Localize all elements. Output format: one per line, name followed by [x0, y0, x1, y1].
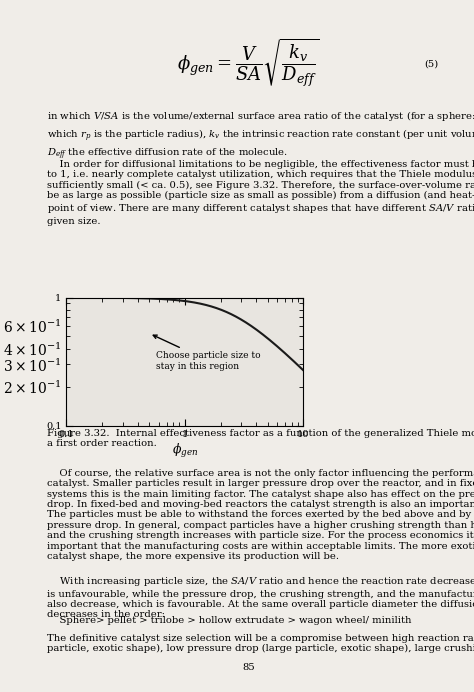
X-axis label: $\phi_{gen}$: $\phi_{gen}$ — [172, 442, 198, 460]
Text: Sphere> pellet > trilobe > hollow extrudate > wagon wheel/ minilith: Sphere> pellet > trilobe > hollow extrud… — [47, 617, 412, 626]
Text: The definitive catalyst size selection will be a compromise between high reactio: The definitive catalyst size selection w… — [47, 634, 474, 653]
Text: Figure 3.32.  Internal effectiveness factor as a function of the generalized Thi: Figure 3.32. Internal effectiveness fact… — [47, 429, 474, 448]
Text: 85: 85 — [243, 662, 255, 671]
Text: $\phi_{gen} = \dfrac{V}{SA}\sqrt{\dfrac{k_v}{D_{eff}}}$: $\phi_{gen} = \dfrac{V}{SA}\sqrt{\dfrac{… — [177, 37, 320, 91]
Text: (5): (5) — [424, 59, 438, 69]
Text: Choose particle size to
stay in this region: Choose particle size to stay in this reg… — [153, 335, 261, 371]
Text: in which $V/SA$ is the volume/external surface area ratio of the catalyst (for a: in which $V/SA$ is the volume/external s… — [47, 110, 474, 161]
Text: In order for diffusional limitations to be negligible, the effectiveness factor : In order for diffusional limitations to … — [47, 160, 474, 226]
Text: With increasing particle size, the $SA/V$ ratio and hence the reaction rate decr: With increasing particle size, the $SA/V… — [47, 575, 474, 619]
Text: Of course, the relative surface area is not the only factor influencing the perf: Of course, the relative surface area is … — [47, 469, 474, 561]
